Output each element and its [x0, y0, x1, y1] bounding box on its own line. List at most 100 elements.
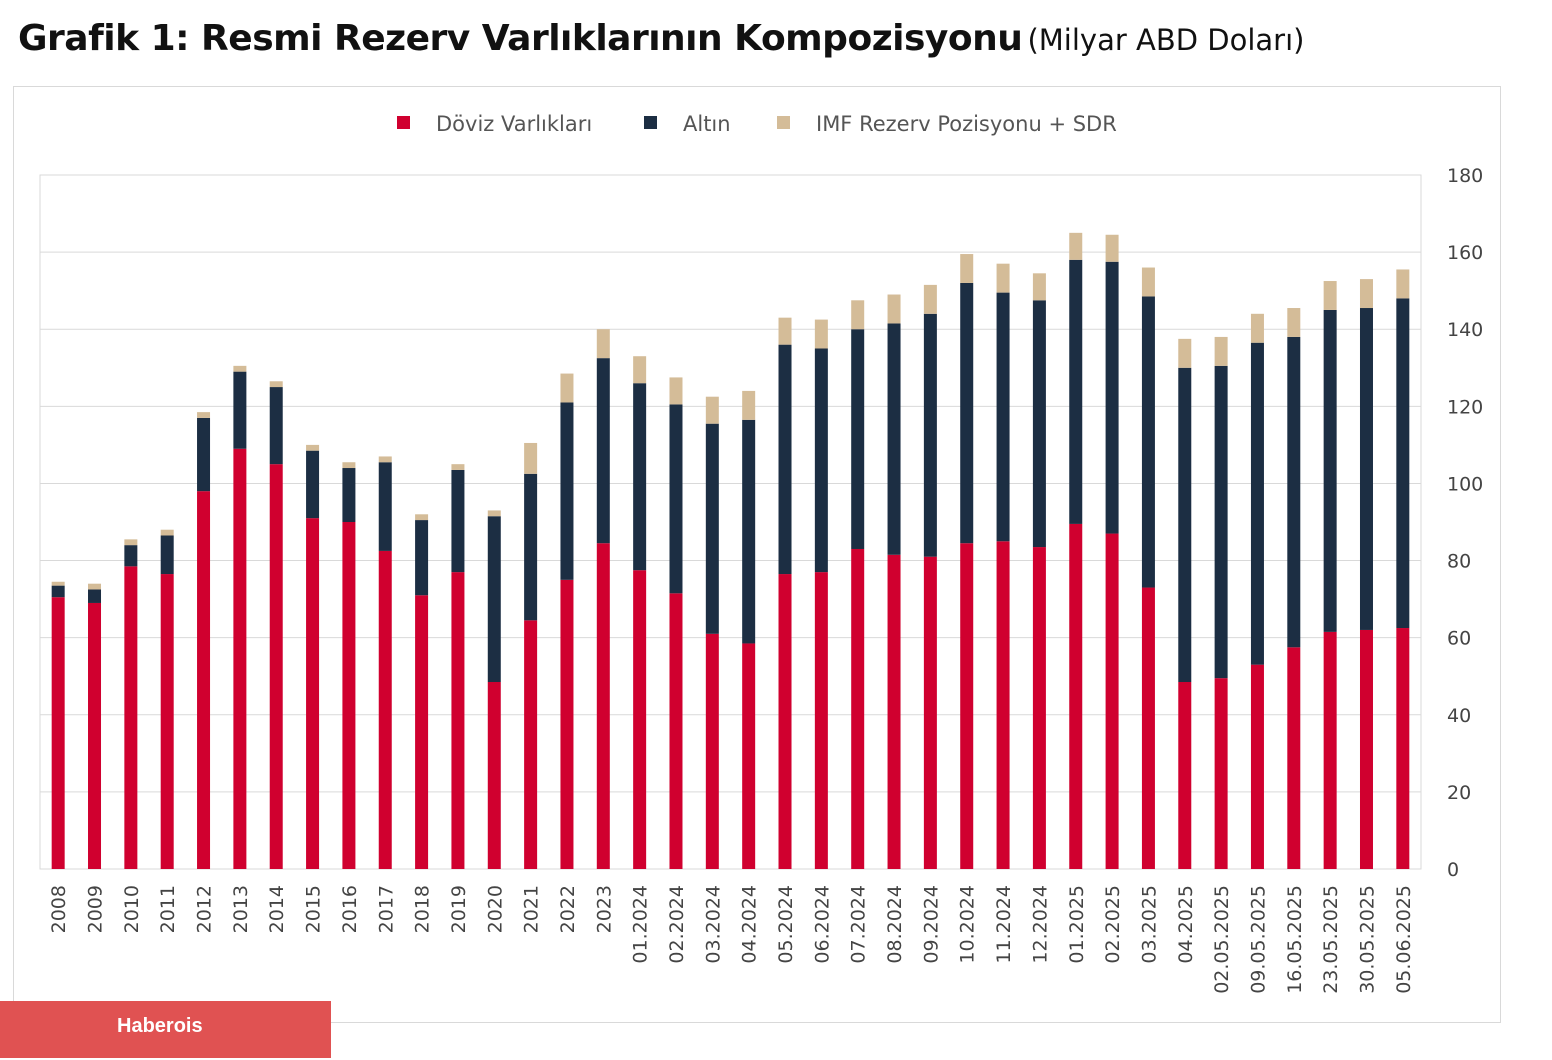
bar-segment-doviz [705, 633, 719, 869]
bar-segment-altin [51, 585, 65, 598]
bar-segment-doviz [415, 595, 429, 869]
bar-segment-doviz [851, 548, 865, 869]
x-tick-label: 01.2025 [1066, 885, 1088, 964]
bar-segment-doviz [996, 541, 1010, 869]
bar-segment-doviz [342, 522, 356, 869]
x-tick-label: 23.05.2025 [1320, 885, 1342, 994]
bar-segment-altin [596, 358, 610, 544]
plot-area-border [39, 174, 1422, 870]
legend-label: Altın [683, 112, 731, 136]
x-tick-label: 2019 [448, 885, 470, 933]
bar-segment-imf-sdr [524, 442, 538, 474]
bar-segment-imf-sdr [378, 456, 392, 463]
bar-segment-imf-sdr [1069, 232, 1083, 260]
bar-segment-imf-sdr [996, 263, 1010, 293]
x-tick-label: 2022 [557, 885, 579, 933]
bar-segment-imf-sdr [814, 319, 828, 349]
bar-segment-imf-sdr [633, 356, 647, 384]
bar-segment-doviz [1323, 631, 1337, 869]
y-tick-label: 160 [1447, 242, 1483, 264]
bar-segment-doviz [269, 464, 283, 869]
x-tick-label: 2018 [412, 885, 434, 933]
bar-segment-altin [851, 329, 865, 549]
bar-segment-altin [923, 313, 937, 557]
bar-segment-imf-sdr [306, 444, 320, 451]
x-tick-label: 2010 [121, 885, 143, 933]
bar-segment-imf-sdr [669, 377, 683, 405]
bar-segment-altin [560, 402, 574, 580]
bar-segment-doviz [923, 556, 937, 869]
bar-segment-doviz [378, 550, 392, 869]
bar-segment-imf-sdr [960, 254, 974, 283]
bar-segment-imf-sdr [1323, 281, 1337, 310]
legend-swatch [644, 116, 657, 129]
bar-segment-doviz [887, 554, 901, 869]
bar-segment-imf-sdr [1178, 338, 1192, 368]
bar-segment-imf-sdr [851, 300, 865, 330]
x-tick-label: 05.06.2025 [1393, 885, 1415, 994]
bar-segment-imf-sdr [1359, 279, 1373, 309]
y-tick-label: 100 [1447, 473, 1483, 495]
bar-segment-imf-sdr [1105, 234, 1119, 262]
bar-segment-doviz [1214, 678, 1228, 869]
bar-segment-altin [1178, 367, 1192, 683]
bar-segment-imf-sdr [1287, 308, 1301, 337]
x-tick-label: 12.2024 [1029, 885, 1051, 964]
x-tick-label: 09.2024 [920, 885, 942, 964]
x-tick-label: 16.05.2025 [1284, 885, 1306, 994]
x-tick-label: 11.2024 [993, 885, 1015, 964]
bar-segment-altin [269, 387, 283, 465]
bar-segment-doviz [742, 643, 756, 869]
x-tick-label: 02.05.2025 [1211, 885, 1233, 994]
bar-segment-doviz [1141, 587, 1155, 869]
legend-swatch [777, 116, 790, 129]
bar-segment-doviz [160, 574, 174, 869]
bar-segment-doviz [1359, 629, 1373, 869]
bar-segment-doviz [560, 579, 574, 869]
x-tick-label: 10.2024 [957, 885, 979, 964]
x-tick-label: 2014 [266, 885, 288, 933]
x-tick-label: 2009 [85, 885, 107, 933]
x-tick-label: 04.2024 [739, 885, 761, 964]
chart-title-main: Grafik 1: Resmi Rezerv Varlıklarının Kom… [18, 18, 1023, 59]
y-tick-label: 20 [1447, 782, 1471, 804]
y-axis-ticks: 0 20 40 60 80 100 120 140 160 180 [1447, 165, 1483, 881]
x-tick-label: 03.2024 [702, 885, 724, 964]
chart-title-unit: (Milyar ABD Doları) [1027, 23, 1305, 57]
bar-segment-imf-sdr [887, 294, 901, 324]
bar-segment-altin [160, 535, 174, 575]
bar-segment-imf-sdr [705, 396, 719, 424]
bar-segment-doviz [124, 566, 138, 869]
bar-segment-doviz [1105, 533, 1119, 869]
x-tick-label: 2012 [194, 885, 216, 933]
bar-segment-imf-sdr [923, 284, 937, 314]
x-tick-label: 07.2024 [848, 885, 870, 964]
x-tick-label: 2008 [48, 885, 70, 933]
bar-segment-imf-sdr [342, 462, 356, 469]
x-tick-label: 2013 [230, 885, 252, 933]
chart-title: Grafik 1: Resmi Rezerv Varlıklarının Kom… [18, 18, 1304, 59]
bar-segment-doviz [596, 543, 610, 869]
x-axis-ticks: 2008 2009 2010 2011 2012 2013 2014 2015 2016 2017… [48, 885, 1415, 994]
x-tick-label: 2021 [521, 885, 543, 933]
bar-segment-imf-sdr [197, 412, 211, 418]
bar-segment-altin [1141, 296, 1155, 588]
bar-segment-doviz [960, 543, 974, 869]
bar-segment-altin [887, 323, 901, 555]
legend-swatch [397, 116, 410, 129]
x-tick-label: 02.2024 [666, 885, 688, 964]
bar-segment-altin [342, 468, 356, 522]
x-tick-label: 08.2024 [884, 885, 906, 964]
bar-segment-doviz [306, 518, 320, 869]
bar-segment-altin [1032, 300, 1046, 548]
bar-segment-doviz [88, 602, 102, 869]
x-tick-label: 02.2025 [1102, 885, 1124, 964]
bar-segment-doviz [1250, 664, 1264, 869]
bar-segment-altin [233, 371, 247, 449]
bar-segment-doviz [669, 593, 683, 869]
gridlines [40, 174, 1421, 870]
bar-segment-doviz [1032, 547, 1046, 869]
bar-segment-imf-sdr [160, 529, 174, 536]
bar-segment-doviz [814, 572, 828, 869]
